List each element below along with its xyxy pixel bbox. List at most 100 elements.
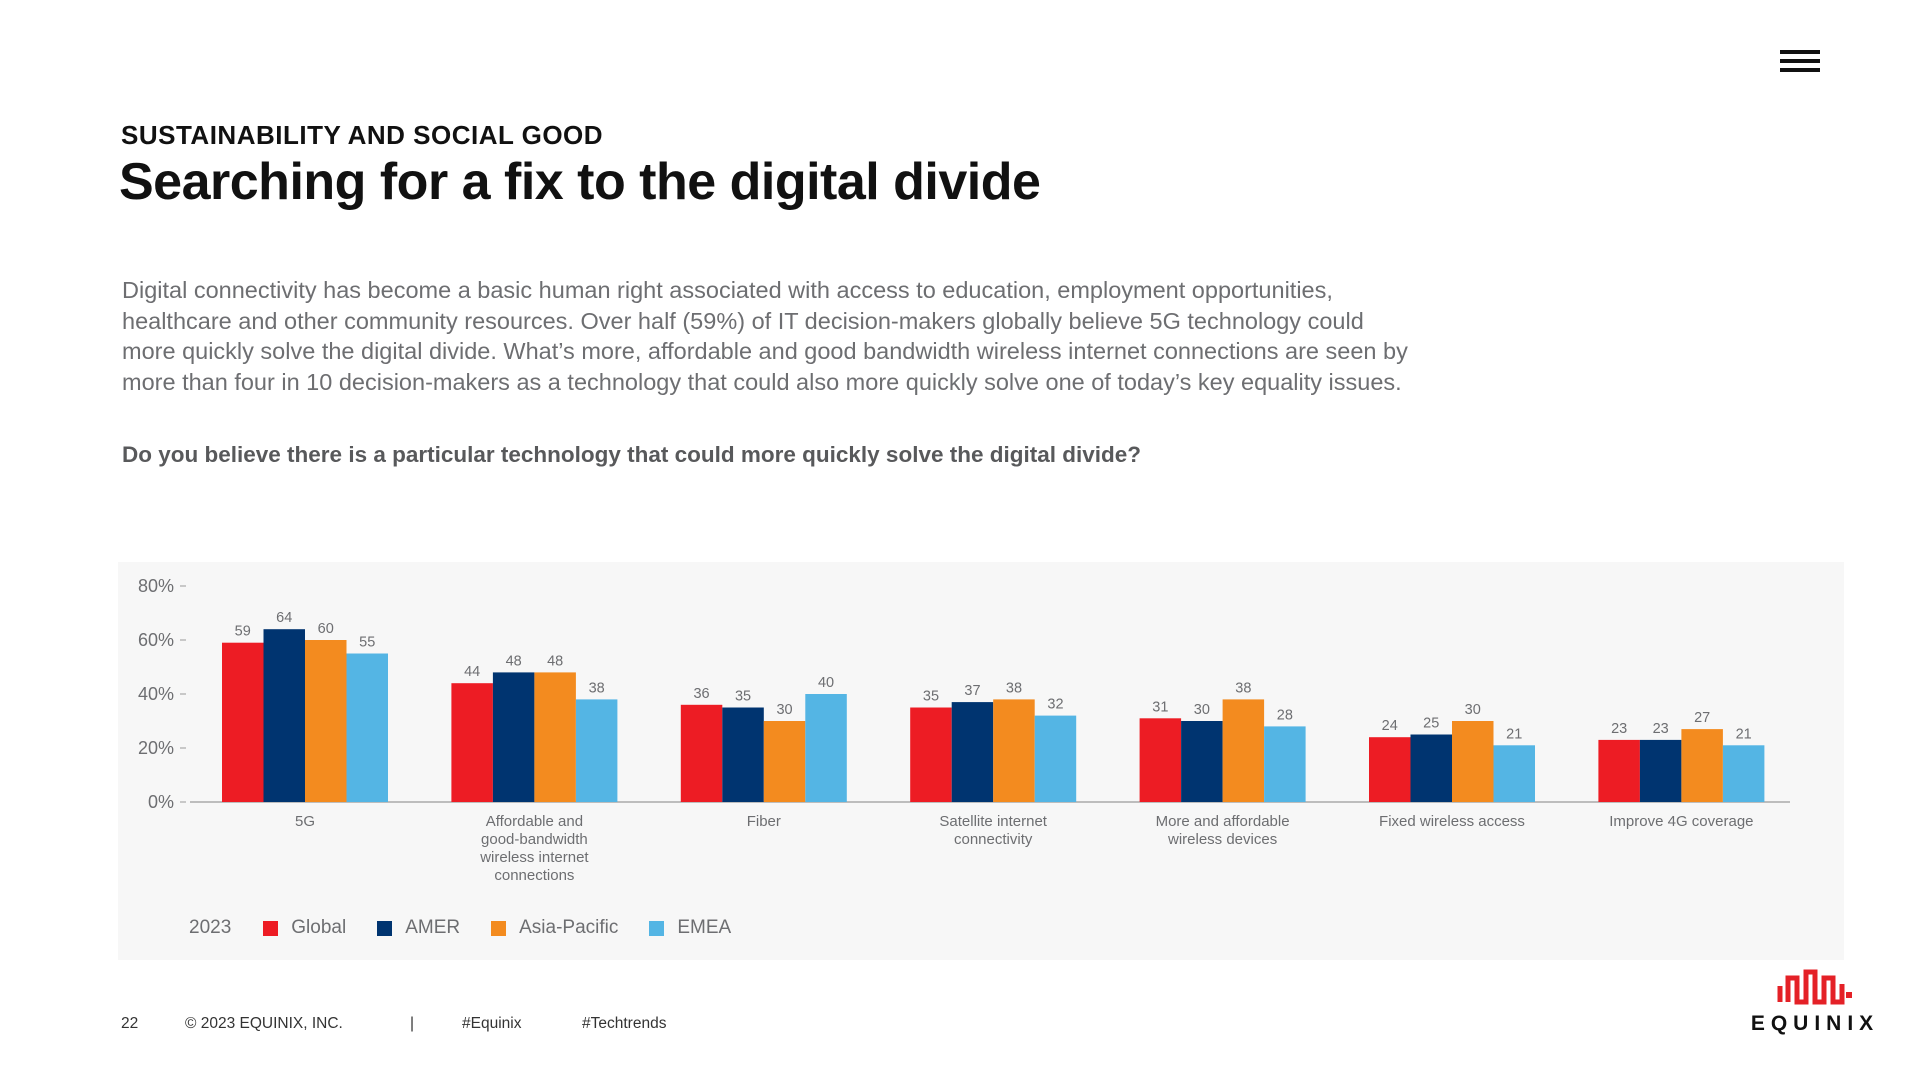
x-tick-label: wireless devices bbox=[1167, 831, 1277, 848]
legend-item-asia-pacific: Asia-Pacific bbox=[491, 917, 618, 939]
bar bbox=[1452, 721, 1494, 802]
bar bbox=[1264, 726, 1306, 802]
data-label: 30 bbox=[1194, 702, 1210, 718]
bar bbox=[1034, 715, 1077, 802]
bar bbox=[305, 640, 347, 802]
legend-year: 2023 bbox=[189, 917, 232, 938]
data-label: 55 bbox=[359, 635, 375, 651]
bar bbox=[722, 707, 764, 802]
bar bbox=[1722, 745, 1765, 802]
data-label: 21 bbox=[1506, 726, 1522, 742]
survey-question: Do you believe there is a particular tec… bbox=[122, 442, 1141, 467]
page-number: 22 bbox=[121, 1015, 139, 1032]
equinix-logo[interactable]: EQUINIX bbox=[1746, 966, 1884, 1036]
bar bbox=[492, 672, 535, 802]
y-tick-label: 20% bbox=[138, 738, 174, 758]
data-label: 23 bbox=[1611, 721, 1627, 737]
x-tick-label: Satellite internet bbox=[939, 813, 1047, 830]
legend-item-amer: AMER bbox=[377, 917, 460, 939]
legend-label: EMEA bbox=[677, 917, 732, 938]
bar bbox=[993, 699, 1035, 802]
y-tick-label: 40% bbox=[138, 684, 174, 704]
hashtag-equinix-link[interactable]: #Equinix bbox=[462, 1015, 522, 1032]
data-label: 48 bbox=[506, 653, 522, 669]
data-label: 30 bbox=[776, 702, 792, 718]
legend-item-global: Global bbox=[263, 917, 346, 939]
x-tick-label: connectivity bbox=[954, 831, 1033, 848]
section-kicker: SUSTAINABILITY AND SOCIAL GOOD bbox=[121, 120, 604, 150]
data-label: 59 bbox=[235, 624, 251, 640]
bar bbox=[763, 721, 806, 802]
footer-separator: | bbox=[410, 1015, 415, 1032]
x-tick-label: wireless internet bbox=[479, 849, 589, 866]
y-tick-label: 0% bbox=[148, 792, 174, 812]
bar bbox=[346, 653, 388, 802]
data-label: 23 bbox=[1653, 721, 1669, 737]
legend-swatch bbox=[263, 920, 279, 936]
bar bbox=[1598, 739, 1640, 802]
legend-item-emea: EMEA bbox=[649, 917, 731, 939]
bar bbox=[1369, 737, 1411, 802]
bar bbox=[1181, 721, 1223, 802]
equinix-logo-icon bbox=[1777, 969, 1852, 1005]
equinix-wordmark: EQUINIX bbox=[1750, 1012, 1880, 1035]
data-label: 25 bbox=[1423, 716, 1439, 732]
x-tick-label: Fiber bbox=[747, 813, 781, 830]
hamburger-menu-icon[interactable] bbox=[1780, 50, 1820, 72]
bar bbox=[451, 683, 493, 802]
page-title: Searching for a fix to the digital divid… bbox=[119, 153, 1041, 211]
data-label: 36 bbox=[693, 686, 709, 702]
legend-label: Asia-Pacific bbox=[519, 917, 619, 938]
hashtag-techtrends-link[interactable]: #Techtrends bbox=[582, 1015, 667, 1032]
data-label: 27 bbox=[1694, 710, 1710, 726]
x-tick-label: More and affordable bbox=[1156, 813, 1290, 830]
chart-legend: 2023 Global AMER Asia-Pacific EMEA bbox=[189, 917, 762, 939]
bar bbox=[575, 699, 618, 802]
legend-swatch bbox=[649, 920, 665, 936]
legend-label: AMER bbox=[405, 917, 461, 938]
y-tick-label: 80% bbox=[138, 576, 174, 596]
data-label: 21 bbox=[1736, 726, 1752, 742]
bar bbox=[1410, 734, 1452, 802]
bar bbox=[805, 694, 847, 802]
x-tick-label: Fixed wireless access bbox=[1379, 813, 1525, 830]
data-label: 40 bbox=[818, 675, 834, 691]
data-label: 38 bbox=[589, 680, 605, 696]
data-label: 44 bbox=[464, 664, 480, 680]
bar bbox=[951, 702, 994, 802]
data-label: 37 bbox=[964, 683, 980, 699]
bar-chart: 0% 20% 40% 60% 80% 59 64 60 55 5G 44 48 48 38 Affordab… bbox=[138, 576, 1790, 884]
data-label: 38 bbox=[1235, 680, 1251, 696]
legend-swatch bbox=[491, 920, 507, 936]
data-label: 64 bbox=[276, 610, 292, 626]
x-tick-label: 5G bbox=[295, 813, 315, 830]
y-tick-label: 60% bbox=[138, 630, 174, 650]
data-label: 24 bbox=[1382, 718, 1398, 734]
bar bbox=[1493, 745, 1535, 802]
x-tick-label: Improve 4G coverage bbox=[1609, 813, 1753, 830]
bar bbox=[680, 704, 723, 802]
data-label: 35 bbox=[735, 689, 751, 705]
x-tick-label: good-bandwidth bbox=[481, 831, 588, 848]
data-label: 30 bbox=[1465, 702, 1481, 718]
bar bbox=[263, 629, 305, 802]
bar bbox=[1139, 718, 1182, 802]
bar bbox=[910, 707, 952, 802]
data-label: 35 bbox=[923, 689, 939, 705]
bar bbox=[222, 642, 264, 802]
bar bbox=[1222, 699, 1265, 802]
copyright: © 2023 EQUINIX, INC. bbox=[185, 1015, 343, 1032]
bar bbox=[1681, 729, 1723, 802]
data-label: 48 bbox=[547, 653, 563, 669]
data-label: 38 bbox=[1006, 680, 1022, 696]
bar bbox=[534, 672, 576, 802]
data-label: 28 bbox=[1277, 707, 1293, 723]
data-label: 32 bbox=[1047, 697, 1063, 713]
legend-swatch bbox=[377, 920, 393, 936]
bar bbox=[1639, 739, 1682, 802]
body-paragraph: Digital connectivity has become a basic … bbox=[122, 277, 1408, 395]
data-label: 31 bbox=[1152, 699, 1168, 715]
x-tick-label: connections bbox=[494, 867, 574, 884]
data-label: 60 bbox=[318, 621, 334, 637]
legend-label: Global bbox=[291, 917, 347, 938]
